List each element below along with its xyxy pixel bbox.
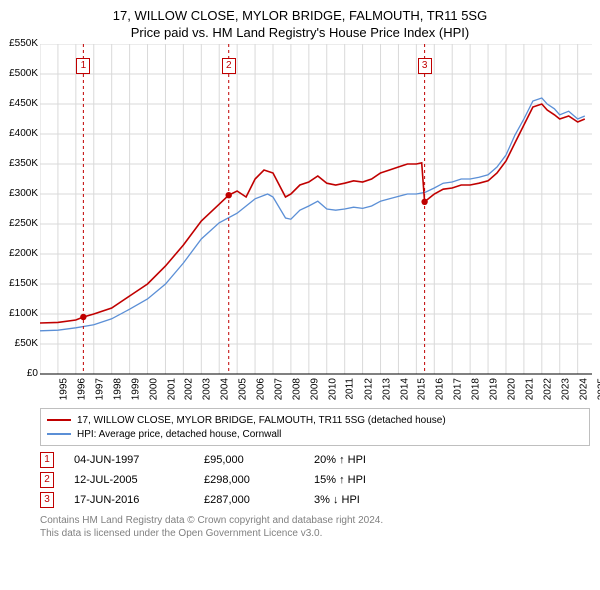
x-tick-label: 1995 bbox=[58, 378, 69, 400]
x-tick-label: 2025 bbox=[596, 378, 600, 400]
event-marker-box: 1 bbox=[40, 452, 54, 468]
event-row: 1 04-JUN-1997£95,00020% ↑ HPI bbox=[40, 450, 590, 470]
footer-line-2: This data is licensed under the Open Gov… bbox=[40, 527, 590, 540]
y-tick-label: £350K bbox=[0, 158, 38, 169]
title-line-1: 17, WILLOW CLOSE, MYLOR BRIDGE, FALMOUTH… bbox=[10, 8, 590, 23]
x-tick-label: 2010 bbox=[327, 378, 338, 400]
legend-item: HPI: Average price, detached house, Corn… bbox=[47, 427, 583, 441]
x-tick-label: 2022 bbox=[542, 378, 553, 400]
x-tick-label: 2006 bbox=[255, 378, 266, 400]
x-tick-label: 1999 bbox=[130, 378, 141, 400]
x-tick-label: 2009 bbox=[309, 378, 320, 400]
y-tick-label: £300K bbox=[0, 188, 38, 199]
y-tick-label: £200K bbox=[0, 248, 38, 259]
x-tick-label: 2005 bbox=[237, 378, 248, 400]
event-marker-label: 2 bbox=[222, 58, 236, 74]
title-line-2: Price paid vs. HM Land Registry's House … bbox=[10, 25, 590, 40]
legend-item: 17, WILLOW CLOSE, MYLOR BRIDGE, FALMOUTH… bbox=[47, 413, 583, 427]
event-delta: 15% ↑ HPI bbox=[314, 474, 414, 486]
event-price: £287,000 bbox=[204, 494, 314, 506]
event-delta: 20% ↑ HPI bbox=[314, 454, 414, 466]
x-tick-label: 1998 bbox=[112, 378, 123, 400]
x-tick-label: 2014 bbox=[399, 378, 410, 400]
legend: 17, WILLOW CLOSE, MYLOR BRIDGE, FALMOUTH… bbox=[40, 408, 590, 446]
y-tick-label: £150K bbox=[0, 278, 38, 289]
x-tick-label: 2001 bbox=[166, 378, 177, 400]
x-tick-label: 2015 bbox=[417, 378, 428, 400]
legend-swatch bbox=[47, 419, 71, 421]
x-tick-label: 1997 bbox=[94, 378, 105, 400]
titles: 17, WILLOW CLOSE, MYLOR BRIDGE, FALMOUTH… bbox=[0, 0, 600, 44]
x-tick-label: 2018 bbox=[470, 378, 481, 400]
event-price: £298,000 bbox=[204, 474, 314, 486]
event-date: 04-JUN-1997 bbox=[74, 454, 204, 466]
x-tick-label: 2017 bbox=[453, 378, 464, 400]
chart-area: £0 £50K £100K £150K £200K £250K £300K £350K £400… bbox=[0, 44, 600, 402]
x-tick-label: 2002 bbox=[184, 378, 195, 400]
event-date: 17-JUN-2016 bbox=[74, 494, 204, 506]
event-marker-label: 3 bbox=[418, 58, 432, 74]
chart-svg bbox=[40, 44, 592, 402]
legend-swatch bbox=[47, 433, 71, 435]
x-tick-label: 2011 bbox=[344, 378, 355, 400]
event-row: 3 17-JUN-2016£287,0003% ↓ HPI bbox=[40, 490, 590, 510]
x-tick-label: 2004 bbox=[220, 378, 231, 400]
events-table: 1 04-JUN-1997£95,00020% ↑ HPI 2 12-JUL-2005… bbox=[40, 450, 590, 510]
x-tick-label: 2013 bbox=[381, 378, 392, 400]
event-row: 2 12-JUL-2005£298,00015% ↑ HPI bbox=[40, 470, 590, 490]
y-tick-label: £250K bbox=[0, 218, 38, 229]
x-tick-label: 2000 bbox=[148, 378, 159, 400]
footer-line-1: Contains HM Land Registry data © Crown c… bbox=[40, 514, 590, 527]
x-tick-label: 2023 bbox=[560, 378, 571, 400]
x-tick-label: 2007 bbox=[273, 378, 284, 400]
x-tick-label: 2024 bbox=[578, 378, 589, 400]
x-tick-label: 2016 bbox=[435, 378, 446, 400]
event-marker-box: 2 bbox=[40, 472, 54, 488]
legend-label: HPI: Average price, detached house, Corn… bbox=[77, 429, 281, 440]
y-tick-label: £0 bbox=[0, 368, 38, 379]
legend-label: 17, WILLOW CLOSE, MYLOR BRIDGE, FALMOUTH… bbox=[77, 415, 446, 426]
x-tick-label: 2012 bbox=[363, 378, 374, 400]
x-tick-label: 2003 bbox=[202, 378, 213, 400]
y-tick-label: £400K bbox=[0, 128, 38, 139]
event-price: £95,000 bbox=[204, 454, 314, 466]
x-tick-label: 2021 bbox=[524, 378, 535, 400]
y-tick-label: £550K bbox=[0, 38, 38, 49]
x-tick-label: 2008 bbox=[291, 378, 302, 400]
y-tick-label: £100K bbox=[0, 308, 38, 319]
x-tick-label: 1996 bbox=[76, 378, 87, 400]
event-delta: 3% ↓ HPI bbox=[314, 494, 414, 506]
chart-container: 17, WILLOW CLOSE, MYLOR BRIDGE, FALMOUTH… bbox=[0, 0, 600, 540]
event-marker-box: 3 bbox=[40, 492, 54, 508]
y-tick-label: £450K bbox=[0, 98, 38, 109]
event-marker-label: 1 bbox=[76, 58, 90, 74]
event-date: 12-JUL-2005 bbox=[74, 474, 204, 486]
footer: Contains HM Land Registry data © Crown c… bbox=[40, 514, 590, 540]
y-tick-label: £500K bbox=[0, 68, 38, 79]
x-tick-label: 2019 bbox=[488, 378, 499, 400]
y-tick-label: £50K bbox=[0, 338, 38, 349]
x-tick-label: 2020 bbox=[506, 378, 517, 400]
